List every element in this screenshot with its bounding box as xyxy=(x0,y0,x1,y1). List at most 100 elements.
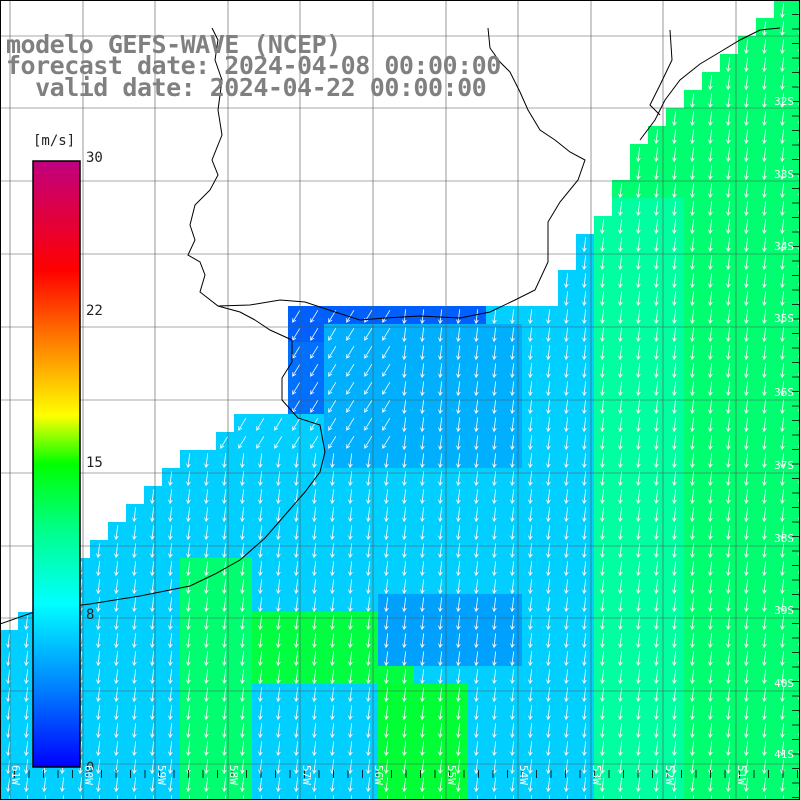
wind-arrow xyxy=(654,147,659,163)
wind-arrow xyxy=(762,453,767,469)
wind-arrow xyxy=(240,669,245,685)
wind-arrow xyxy=(654,273,659,289)
wind-arrow xyxy=(780,3,785,19)
wind-speed-cell xyxy=(792,360,800,378)
wind-arrow xyxy=(312,561,317,577)
wind-arrow xyxy=(708,327,713,343)
wind-arrow xyxy=(654,417,659,433)
wind-arrow xyxy=(636,705,641,721)
wind-arrow xyxy=(348,507,353,523)
wind-arrow xyxy=(222,687,227,703)
wind-arrow xyxy=(690,147,695,163)
wind-arrow xyxy=(618,435,623,451)
wind-arrow xyxy=(492,705,497,721)
wind-arrow xyxy=(744,417,749,433)
wind-arrow xyxy=(294,687,299,703)
wind-arrow xyxy=(602,795,605,800)
wind-speed-cell xyxy=(648,792,666,800)
wind-speed-cell xyxy=(540,792,558,800)
wind-arrow xyxy=(762,489,767,505)
wind-arrow xyxy=(310,346,319,359)
wind-arrow xyxy=(690,759,695,775)
wind-speed-cell xyxy=(792,270,800,288)
wind-arrow xyxy=(312,579,317,595)
wind-arrow xyxy=(186,633,191,649)
wind-arrow xyxy=(726,129,731,145)
wind-speed-cell xyxy=(234,792,252,800)
wind-arrow xyxy=(582,561,587,577)
wind-arrow xyxy=(258,579,263,595)
wind-arrow xyxy=(258,561,263,577)
wind-speed-cell xyxy=(504,792,522,800)
wind-arrow xyxy=(582,381,587,397)
wind-arrow xyxy=(726,345,731,361)
wind-arrow xyxy=(150,651,155,667)
wind-arrow xyxy=(474,669,479,685)
wind-arrow xyxy=(726,219,731,235)
wind-arrow xyxy=(744,327,749,343)
wind-arrow xyxy=(546,453,551,469)
wind-arrow xyxy=(98,795,101,800)
wind-arrow xyxy=(636,741,641,757)
wind-arrow xyxy=(312,453,317,469)
wind-arrow xyxy=(528,633,533,649)
wind-arrow xyxy=(456,345,461,361)
wind-arrow xyxy=(618,201,623,217)
wind-arrow xyxy=(312,507,317,523)
wind-arrow xyxy=(600,327,605,343)
wind-arrow xyxy=(330,597,335,613)
wind-arrow xyxy=(672,507,677,523)
wind-arrow xyxy=(744,723,749,739)
wind-arrow xyxy=(780,741,785,757)
wind-arrow xyxy=(744,579,749,595)
wind-arrow xyxy=(492,597,497,613)
wind-arrow xyxy=(600,489,605,505)
wind-arrow xyxy=(276,669,281,685)
wind-arrow xyxy=(222,651,227,667)
wind-arrow xyxy=(618,345,623,361)
wind-arrow xyxy=(240,687,245,703)
wind-arrow xyxy=(780,633,785,649)
wind-arrow xyxy=(762,399,767,415)
wind-arrow xyxy=(636,237,641,253)
wind-arrow xyxy=(618,651,623,667)
wind-arrow xyxy=(726,237,731,253)
wind-arrow xyxy=(672,561,677,577)
wind-arrow xyxy=(294,705,299,721)
wind-arrow xyxy=(618,705,623,721)
wind-arrow xyxy=(348,705,353,721)
wind-arrow xyxy=(690,687,695,703)
wind-arrow xyxy=(60,777,65,793)
wind-arrow xyxy=(292,346,301,359)
wind-arrow xyxy=(474,417,479,433)
wind-arrow xyxy=(780,111,785,127)
wind-arrow xyxy=(204,777,209,793)
wind-arrow xyxy=(780,471,785,487)
lat-label: 38S xyxy=(774,532,794,545)
wind-arrow xyxy=(240,759,245,775)
wind-arrow xyxy=(582,327,587,343)
wind-arrow xyxy=(546,327,551,343)
wind-arrow xyxy=(762,273,767,289)
lon-label: 58W xyxy=(227,765,240,785)
wind-arrow xyxy=(438,471,443,487)
wind-arrow xyxy=(690,345,695,361)
forecast-date: forecast date: 2024-04-08 00:00:00 xyxy=(6,51,501,80)
wind-arrow xyxy=(618,237,623,253)
wind-arrow xyxy=(582,723,587,739)
wind-arrow xyxy=(96,597,101,613)
wind-arrow xyxy=(600,579,605,595)
wind-arrow xyxy=(438,723,443,739)
wind-arrow xyxy=(420,759,425,775)
wind-arrow xyxy=(294,741,299,757)
wind-arrow xyxy=(402,687,407,703)
wind-arrow xyxy=(348,669,353,685)
wind-arrow xyxy=(312,597,317,613)
wind-arrow xyxy=(438,651,443,667)
wind-arrow xyxy=(6,741,11,757)
wind-arrow xyxy=(726,255,731,271)
wind-arrow xyxy=(474,435,479,451)
wind-arrow xyxy=(402,651,407,667)
wind-arrow xyxy=(294,507,299,523)
wind-arrow xyxy=(600,237,605,253)
